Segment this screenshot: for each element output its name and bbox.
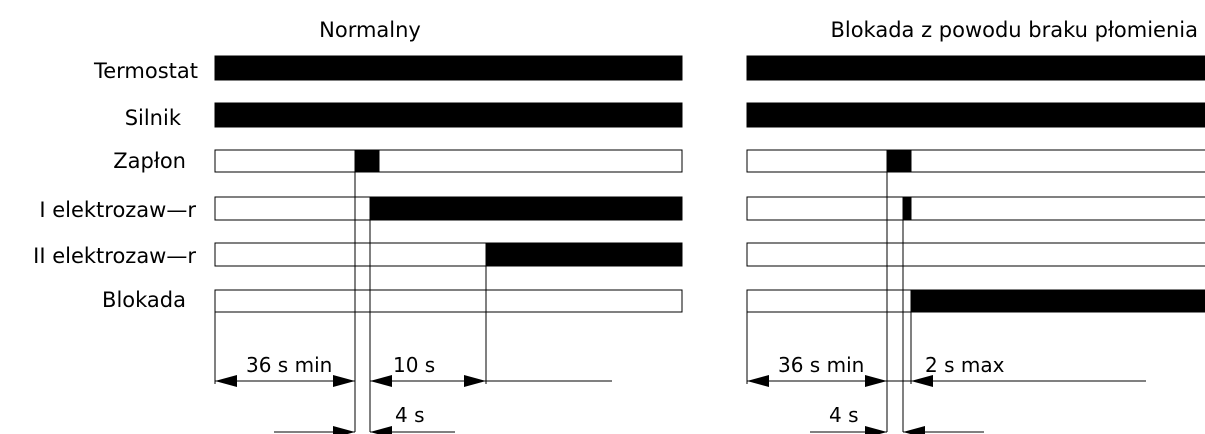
right-ez2-track <box>746 242 1205 267</box>
left-panel <box>214 55 683 433</box>
right-arrows <box>747 375 933 434</box>
right-panel <box>746 55 1205 433</box>
right-zaplon-track <box>746 149 1205 173</box>
label-elektrozawor-1: I elektrozaw—r <box>39 198 196 222</box>
left-arrow-10s-start <box>370 375 392 387</box>
left-arrow-36s-end <box>333 375 355 387</box>
right-ez1-active <box>902 196 912 221</box>
right-zaplon-pulse <box>886 149 912 173</box>
right-arrow-36s-end <box>865 375 887 387</box>
right-arrow-4s-out <box>903 426 925 434</box>
label-blokada: Blokada <box>102 288 186 312</box>
left-arrow-4s-in <box>333 426 355 434</box>
left-panel-title: Normalny <box>319 18 421 42</box>
right-panel-title: Blokada z powodu braku płomienia <box>830 18 1198 42</box>
left-arrows <box>215 375 486 434</box>
label-elektrozawor-2: II elektrozaw—r <box>33 244 196 268</box>
left-ez2-active <box>485 242 683 267</box>
right-ez1-track <box>746 196 1205 221</box>
left-silnik-bar <box>214 102 683 128</box>
left-dim-10s-label: 10 s <box>393 353 435 377</box>
label-zaplon: Zapłon <box>113 149 186 173</box>
right-arrow-36s-start <box>747 375 769 387</box>
right-arrow-2s-in <box>911 375 933 387</box>
right-dim-36s-label: 36 s min <box>778 353 864 377</box>
left-dim-36s-label: 36 s min <box>246 353 332 377</box>
right-blokada-active <box>910 289 1205 313</box>
label-silnik: Silnik <box>125 106 182 130</box>
left-arrow-4s-out <box>370 426 392 434</box>
right-silnik-bar <box>746 102 1205 128</box>
left-ez1-active <box>369 196 683 221</box>
left-dim-4s-label: 4 s <box>395 403 425 427</box>
label-termostat: Termostat <box>93 59 198 83</box>
left-arrow-10s-end <box>464 375 486 387</box>
left-zaplon-pulse <box>354 149 380 173</box>
left-zaplon-track <box>214 149 683 173</box>
left-blokada-track <box>214 289 683 313</box>
right-dim-4s-label: 4 s <box>829 403 859 427</box>
left-arrow-36s-start <box>215 375 237 387</box>
right-dim-2s-label: 2 s max <box>925 353 1005 377</box>
right-arrow-4s-in <box>865 426 887 434</box>
right-termostat-bar <box>746 55 1205 81</box>
left-termostat-bar <box>214 55 683 81</box>
